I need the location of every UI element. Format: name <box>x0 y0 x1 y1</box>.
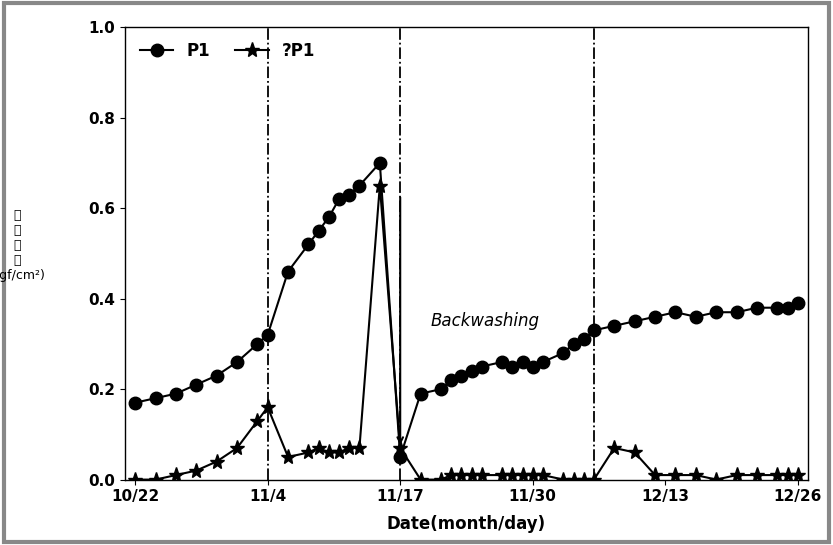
P1 <box>466 368 476 374</box>
?P1 <box>314 445 324 451</box>
P1 <box>262 331 272 338</box>
?P1 <box>252 417 262 424</box>
Text: 압
력
강
하
(kgf/cm²): 압 력 강 하 (kgf/cm²) <box>0 209 46 282</box>
?P1 <box>334 449 344 456</box>
P1 <box>528 363 538 370</box>
?P1 <box>589 476 599 483</box>
Line: ?P1: ?P1 <box>127 178 806 487</box>
P1 <box>344 191 354 198</box>
?P1 <box>476 472 486 479</box>
P1 <box>711 309 721 316</box>
P1 <box>303 241 313 247</box>
?P1 <box>752 472 762 479</box>
P1 <box>731 309 741 316</box>
P1 <box>192 382 202 388</box>
Line: P1: P1 <box>129 157 804 463</box>
Legend: P1, ?P1: P1, ?P1 <box>133 35 322 67</box>
?P1 <box>171 472 181 479</box>
P1 <box>752 305 762 311</box>
P1 <box>395 453 405 460</box>
P1 <box>416 390 426 397</box>
?P1 <box>354 445 364 451</box>
?P1 <box>711 476 721 483</box>
P1 <box>354 182 364 189</box>
P1 <box>558 350 568 356</box>
P1 <box>671 309 681 316</box>
X-axis label: Date(month/day): Date(month/day) <box>387 516 546 534</box>
?P1 <box>456 472 466 479</box>
P1 <box>283 268 293 275</box>
P1 <box>609 323 619 329</box>
P1 <box>497 359 507 365</box>
?P1 <box>303 449 313 456</box>
P1 <box>630 318 640 325</box>
?P1 <box>609 445 619 451</box>
?P1 <box>283 453 293 460</box>
?P1 <box>793 472 803 479</box>
?P1 <box>416 476 426 483</box>
?P1 <box>517 472 527 479</box>
?P1 <box>731 472 741 479</box>
P1 <box>783 305 793 311</box>
?P1 <box>436 476 446 483</box>
?P1 <box>446 472 456 479</box>
?P1 <box>192 467 202 474</box>
?P1 <box>151 476 161 483</box>
P1 <box>476 363 486 370</box>
?P1 <box>232 445 242 451</box>
?P1 <box>772 472 782 479</box>
?P1 <box>671 472 681 479</box>
P1 <box>252 341 262 347</box>
Text: Backwashing: Backwashing <box>431 312 540 330</box>
P1 <box>517 359 527 365</box>
P1 <box>151 395 161 402</box>
P1 <box>507 363 517 370</box>
?P1 <box>558 476 568 483</box>
P1 <box>314 227 324 234</box>
?P1 <box>538 472 548 479</box>
?P1 <box>630 449 640 456</box>
?P1 <box>569 476 579 483</box>
P1 <box>232 359 242 365</box>
P1 <box>130 399 140 406</box>
?P1 <box>212 458 222 465</box>
?P1 <box>395 445 405 451</box>
?P1 <box>497 472 507 479</box>
P1 <box>334 196 344 202</box>
?P1 <box>650 472 660 479</box>
P1 <box>793 300 803 306</box>
P1 <box>171 390 181 397</box>
P1 <box>456 372 466 379</box>
P1 <box>446 377 456 383</box>
P1 <box>436 386 446 392</box>
P1 <box>569 341 579 347</box>
P1 <box>772 305 782 311</box>
?P1 <box>262 404 272 410</box>
P1 <box>650 313 660 320</box>
P1 <box>691 313 701 320</box>
?P1 <box>783 472 793 479</box>
?P1 <box>344 445 354 451</box>
P1 <box>538 359 548 365</box>
P1 <box>375 160 385 166</box>
?P1 <box>528 472 538 479</box>
?P1 <box>375 182 385 189</box>
?P1 <box>579 476 589 483</box>
P1 <box>324 214 334 221</box>
?P1 <box>507 472 517 479</box>
P1 <box>589 327 599 334</box>
P1 <box>579 336 589 343</box>
P1 <box>212 372 222 379</box>
?P1 <box>466 472 476 479</box>
?P1 <box>691 472 701 479</box>
?P1 <box>324 449 334 456</box>
?P1 <box>130 476 140 483</box>
